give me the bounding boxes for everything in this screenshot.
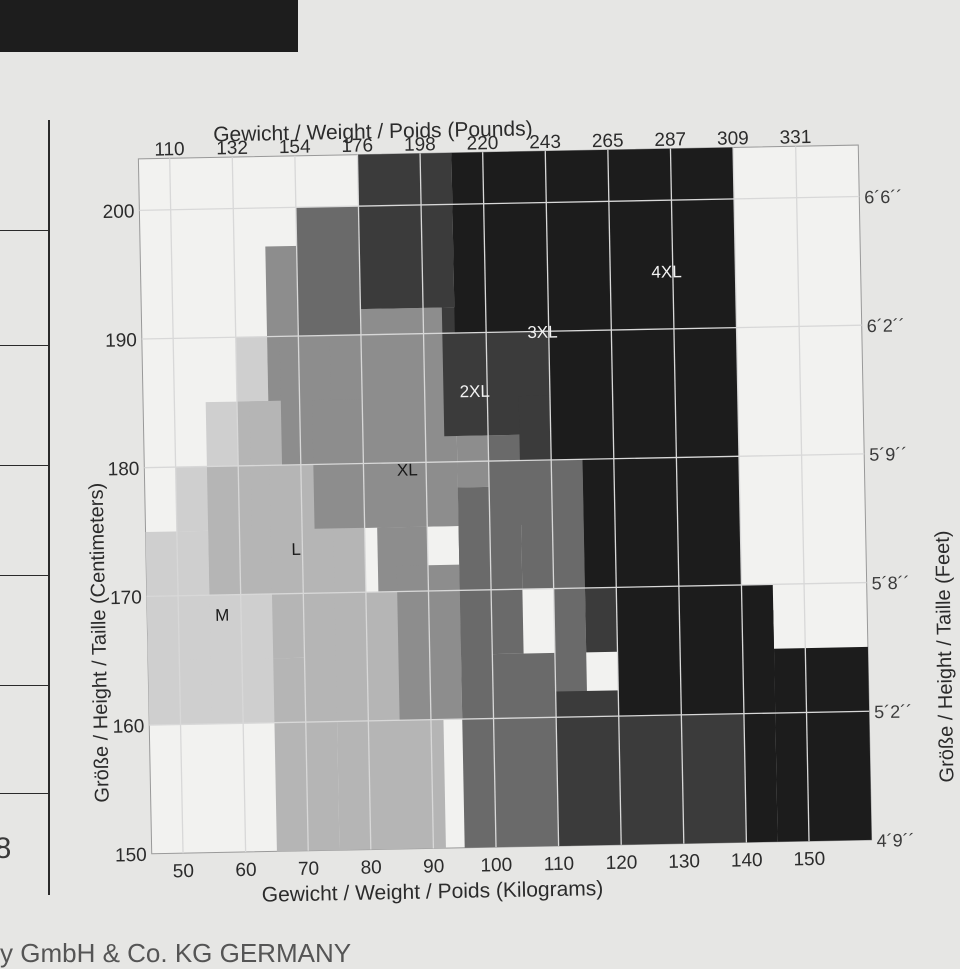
region-2xl-block (295, 206, 361, 337)
size-label-4xl: 4XL (651, 262, 682, 282)
right-tick-label: 4´9´´ (876, 830, 914, 851)
table-divider (0, 793, 48, 794)
left-tick-label: 150 (115, 845, 147, 867)
top-tick-label: 243 (529, 132, 561, 154)
table-divider (0, 685, 48, 686)
bottom-tick-label: 50 (173, 861, 195, 882)
right-tick-label: 5´8´´ (871, 573, 909, 594)
horizontal-gridline (141, 324, 862, 340)
vertical-gridline (231, 157, 247, 852)
vertical-gridline (795, 146, 810, 842)
region-4xl-block (451, 147, 737, 334)
bottom-tick-label: 150 (793, 849, 825, 871)
bottom-tick-label: 90 (423, 856, 445, 877)
horizontal-gridline (146, 581, 867, 598)
bottom-tick-label: 70 (298, 859, 320, 880)
top-tick-label: 154 (279, 137, 312, 159)
region-2xl-block (553, 587, 588, 718)
size-labels: M L XL 2XL 3XL 4XL (215, 262, 682, 625)
footer-text: y GmbH & Co. KG GERMANY (0, 938, 352, 968)
dark-corner (0, 0, 298, 52)
size-label-xl: XL (397, 460, 418, 479)
y-right-title: Größe / Height / Taille (Feet) (932, 530, 959, 782)
region-2xl-block (492, 652, 572, 848)
region-l-block (333, 527, 366, 593)
region-4xl-block (616, 584, 776, 717)
bottom-tick-label: 140 (731, 850, 763, 872)
table-divider (0, 230, 48, 231)
top-tick-label: 309 (717, 128, 749, 150)
region-4xl-block (773, 646, 872, 842)
region-3xl-block (441, 306, 489, 437)
horizontal-gridline (144, 453, 865, 469)
region-m-block (205, 401, 239, 467)
size-label-2xl: 2XL (459, 382, 490, 402)
left-tick-labels: 150 160 170 180 190 200 (103, 201, 147, 866)
left-tick-label: 200 (103, 201, 135, 223)
background-table: 0 4 58 (0, 120, 50, 895)
vertical-gridline (732, 147, 748, 843)
right-tick-label: 6´6´´ (864, 187, 902, 208)
vertical-gridline (607, 149, 622, 845)
table-divider (0, 345, 48, 346)
top-tick-label: 132 (216, 138, 248, 160)
size-label-m: M (215, 606, 230, 625)
gridlines (139, 146, 870, 854)
region-3xl-block (357, 152, 455, 310)
left-tick-label: 160 (112, 716, 144, 738)
bottom-tick-label: 130 (668, 851, 700, 873)
region-4xl-block (741, 610, 778, 843)
y-left-title: Größe / Height / Taille (Centimeters) (86, 483, 114, 803)
vertical-gridline (356, 154, 372, 850)
bottom-tick-label: 120 (606, 852, 638, 874)
bottom-tick-label: 60 (235, 860, 257, 881)
bottom-tick-label: 100 (480, 855, 512, 877)
bottom-tick-label: 80 (360, 857, 382, 878)
horizontal-gridline (149, 710, 870, 726)
top-tick-label: 110 (154, 139, 185, 161)
right-tick-label: 5´2´´ (874, 701, 912, 722)
size-label-l: L (291, 540, 301, 559)
top-tick-label: 265 (592, 131, 624, 153)
vertical-gridline (169, 158, 184, 854)
horizontal-gridline (139, 195, 860, 212)
table-divider (0, 465, 48, 466)
vertical-gridline (669, 148, 685, 844)
region-3xl-block (555, 690, 622, 846)
right-tick-labels: 4´9´´ 5´2´´ 5´8´´ 5´9´´ 6´2´´ 6´6´´ (864, 187, 915, 851)
left-tick-label: 170 (110, 587, 142, 609)
table-cell: 58 (0, 832, 12, 865)
top-tick-label: 287 (654, 129, 686, 151)
size-label-3xl: 3XL (527, 322, 558, 342)
bottom-tick-label: 110 (544, 854, 575, 876)
top-tick-labels: 110 132 154 176 198 220 243 265 287 309 331 (154, 127, 811, 161)
region-4xl-block (548, 327, 739, 460)
left-tick-label: 180 (107, 459, 139, 481)
right-tick-label: 6´2´´ (867, 315, 905, 336)
left-tick-label: 190 (105, 330, 137, 352)
vertical-gridline (544, 151, 560, 846)
top-tick-label: 198 (404, 134, 436, 156)
region-xl-block (426, 461, 459, 527)
region-4xl-block (582, 456, 742, 588)
vertical-gridline (482, 152, 497, 848)
vertical-gridline (419, 153, 435, 849)
vertical-gridline (294, 155, 309, 851)
bottom-tick-labels: 50 60 70 80 90 100 110 120 130 140 150 (173, 849, 826, 883)
table-divider (0, 575, 48, 576)
top-tick-label: 331 (779, 127, 811, 149)
top-tick-label: 176 (341, 135, 373, 157)
x-bottom-title: Gewicht / Weight / Poids (Kilograms) (262, 877, 604, 907)
right-tick-label: 5´9´´ (869, 444, 907, 465)
top-tick-label: 220 (466, 133, 498, 155)
